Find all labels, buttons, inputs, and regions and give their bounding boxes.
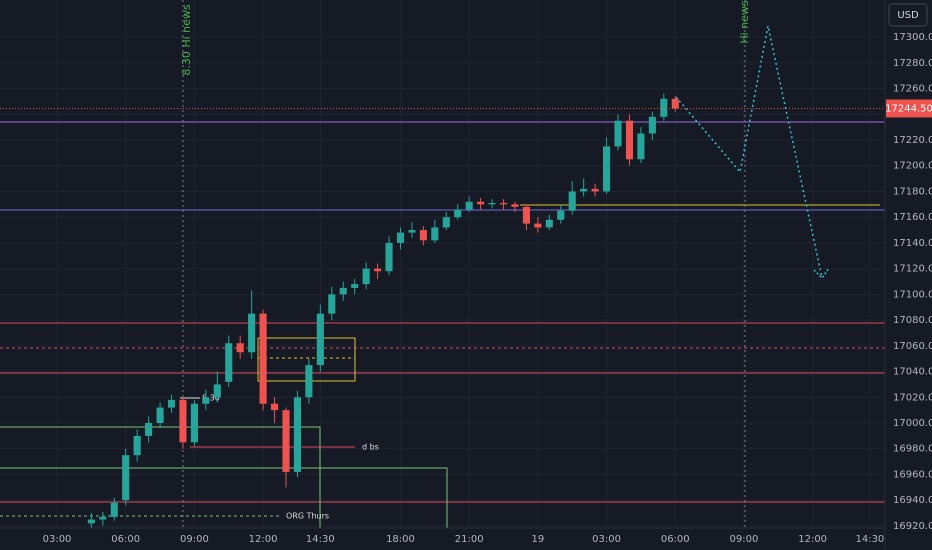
y-tick-label: 17140.00 (893, 238, 932, 249)
y-tick-label: 17300.00 (893, 32, 932, 43)
candle-body (557, 210, 565, 220)
candle-body (339, 287, 347, 295)
candle-body (305, 365, 313, 398)
x-tick-label: 14:30 (306, 534, 335, 545)
candle-body (660, 98, 668, 117)
level-line (0, 426, 321, 528)
annotation: 8.30 (202, 394, 220, 403)
y-tick-label: 17220.00 (893, 135, 932, 146)
candle-body (374, 268, 382, 272)
candle-body (499, 203, 508, 205)
y-tick-label: 16920.00 (893, 521, 932, 532)
candle-body (282, 410, 290, 472)
candle-body (270, 403, 279, 411)
projection-path (675, 25, 823, 279)
candle-body (385, 242, 393, 272)
y-tick-label: 16980.00 (893, 444, 932, 455)
price-axis (885, 0, 932, 550)
y-tick-label: 16960.00 (893, 469, 932, 480)
candle-body (156, 407, 164, 424)
candle-body (110, 502, 118, 517)
candle-body (248, 313, 256, 353)
candle-body (488, 203, 496, 205)
x-tick-label: 14:30 (855, 534, 884, 545)
candle-body (591, 188, 599, 192)
y-tick-label: 17040.00 (893, 367, 932, 378)
candle-body (545, 219, 553, 228)
x-tick-label: 21:00 (455, 534, 484, 545)
annotation: 8.30 Hi news (180, 4, 193, 76)
candle-body (614, 120, 622, 147)
candle-body (580, 188, 588, 192)
candle-body (316, 313, 324, 366)
candle-body (442, 217, 450, 228)
candle-body (396, 232, 405, 243)
candle-body (351, 284, 359, 288)
projection-arrow (813, 267, 830, 280)
y-tick-label: 17180.00 (893, 186, 932, 197)
candle-body (431, 227, 439, 241)
candle-body (259, 313, 267, 404)
y-tick-label: 17100.00 (893, 289, 932, 300)
annotation: ORG Thurs (286, 512, 329, 521)
candle-body (236, 343, 244, 353)
candle-body (99, 516, 107, 520)
candle-body (637, 133, 645, 160)
candle-body (419, 230, 427, 241)
candle-body (213, 384, 221, 398)
x-tick-label: 09:00 (180, 534, 209, 545)
candle-body (671, 98, 679, 109)
candle-body (362, 268, 370, 285)
x-tick-label: 12:00 (249, 534, 278, 545)
y-tick-label: 17080.00 (893, 315, 932, 326)
candle-body (465, 201, 473, 210)
x-tick-label: 06:00 (661, 534, 690, 545)
candle-body (534, 223, 542, 228)
x-tick-label: 09:00 (730, 534, 759, 545)
candle-body (167, 399, 176, 408)
x-tick-label: 12:00 (798, 534, 827, 545)
annotation: d bs (362, 443, 379, 452)
y-tick-label: 17060.00 (893, 341, 932, 352)
currency-button[interactable] (888, 3, 928, 27)
last-price-label: 17244.50 (885, 103, 932, 114)
y-tick-label: 16940.00 (893, 495, 932, 506)
candle-body (87, 519, 95, 524)
x-tick-label: 06:00 (111, 534, 140, 545)
x-tick-label: 18:00 (386, 534, 415, 545)
annotation: Hi news (738, 0, 751, 44)
candle-body (190, 403, 198, 443)
currency[interactable]: USD (897, 10, 919, 21)
candle-body (122, 455, 130, 501)
candle-body (477, 201, 485, 205)
candle-body (293, 397, 301, 472)
candle-body (408, 230, 416, 233)
y-tick-label: 17200.00 (893, 161, 932, 172)
candle-body (603, 146, 611, 192)
y-tick-label: 17000.00 (893, 418, 932, 429)
candle-body (133, 435, 141, 456)
y-tick-label: 17160.00 (893, 212, 932, 223)
candle-body (511, 204, 519, 207)
candle-body (179, 399, 187, 443)
candle-body (328, 294, 336, 314)
candle-body (648, 116, 656, 134)
y-tick-label: 17020.00 (893, 392, 932, 403)
candle-body (625, 120, 634, 160)
candle-body (522, 206, 530, 224)
level-line (0, 467, 448, 528)
candle-body (202, 397, 210, 404)
x-tick-label: 03:00 (592, 534, 621, 545)
y-tick-label: 17260.00 (893, 84, 932, 95)
candle-body (454, 209, 462, 218)
y-tick-label: 17120.00 (893, 264, 932, 275)
x-tick-label: 03:00 (43, 534, 72, 545)
x-tick-label: 19 (532, 534, 545, 545)
y-tick-label: 17280.00 (893, 58, 932, 69)
candle-body (145, 423, 153, 436)
last-price-tag (886, 99, 932, 118)
candle-body (568, 191, 576, 211)
candle-body (225, 343, 233, 382)
